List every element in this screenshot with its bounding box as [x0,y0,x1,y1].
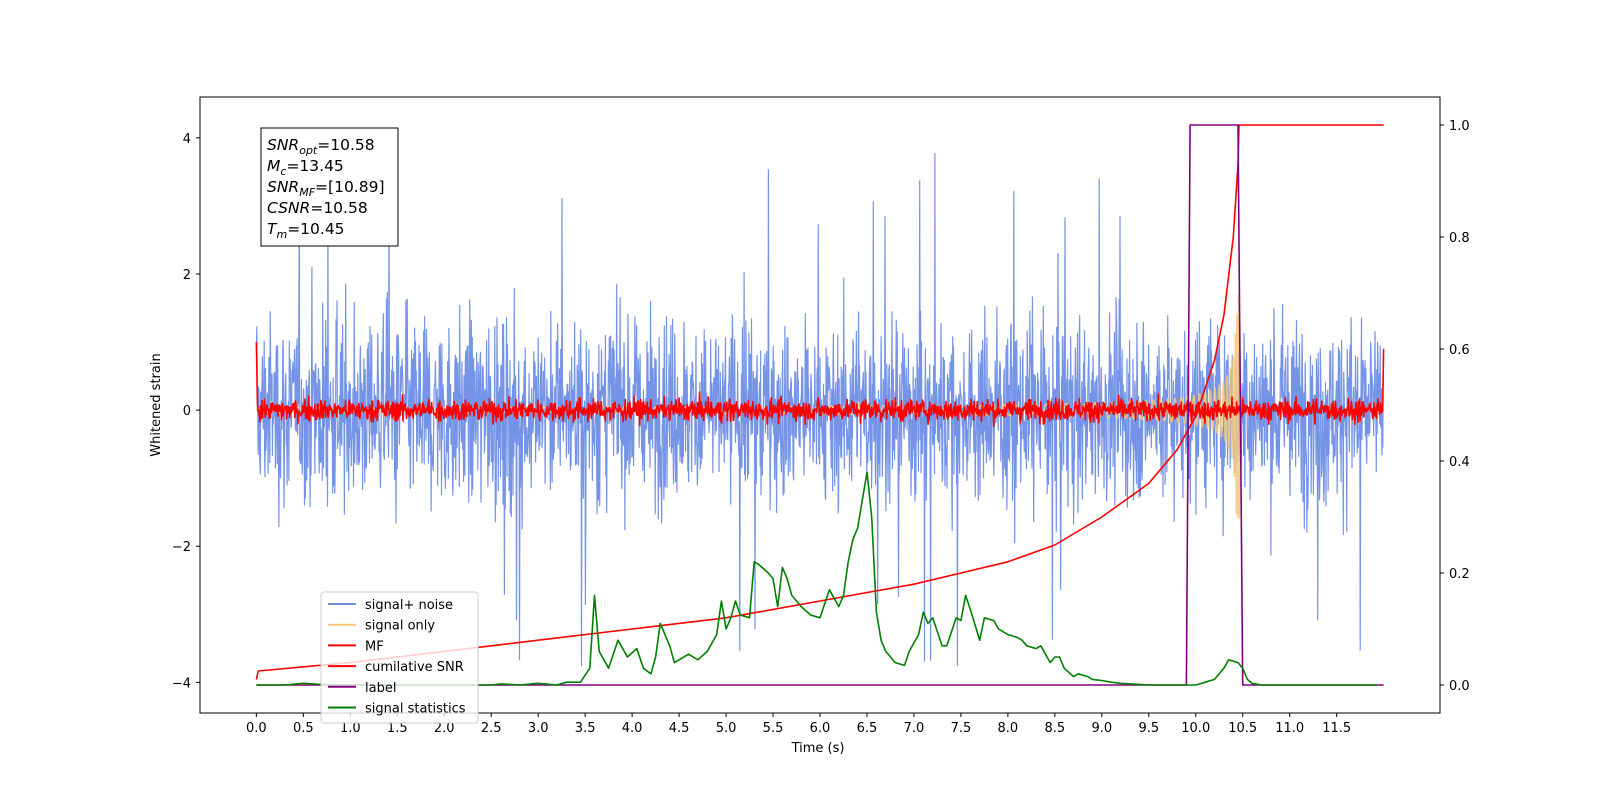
legend-label: cumilative SNR [365,660,464,675]
series-mf [255,341,1385,428]
info-subscript: MF [299,186,315,199]
series-cumilative-snr [255,124,1384,680]
y-left-tick-label: 4 [183,132,191,147]
info-subscript: c [280,165,286,178]
info-value: =13.45 [286,157,343,175]
legend-label: signal+ noise [365,598,453,613]
y-left-tick-label: −2 [172,540,191,555]
info-symbol: SNR [267,136,299,154]
x-tick-label: 5.0 [716,721,737,736]
info-symbol: CSNR [267,199,310,217]
x-tick-label: 9.0 [1091,721,1112,736]
y-right-tick-label: 0.8 [1449,231,1470,246]
x-tick-label: 11.5 [1322,721,1351,736]
x-tick-label: 7.0 [904,721,925,736]
x-tick-label: 6.5 [857,721,878,736]
x-tick-label: 7.5 [951,721,972,736]
info-value: =10.58 [310,199,367,217]
x-tick-label: 0.0 [246,721,267,736]
legend-label: MF [365,639,384,654]
y-right-tick-label: 0.2 [1449,567,1470,582]
info-subscript: m [276,228,287,241]
y-axis-label: Whitened strain [149,353,164,456]
x-tick-label: 9.5 [1138,721,1159,736]
y-right-tick-label: 0.6 [1449,343,1470,358]
x-tick-label: 1.5 [387,721,408,736]
y-right-tick-label: 0.0 [1449,679,1470,694]
x-tick-label: 4.5 [669,721,690,736]
y-left-tick-label: −4 [172,676,191,691]
info-symbol: SNR [267,178,299,196]
legend-label: label [365,681,396,696]
info-box-line: Mc=13.45 [267,157,344,178]
y-left-tick-label: 0 [183,404,191,419]
axes: 0.0 0.5 1.0 1.5 2.0 2.5 3.0 3.5 4.0 4.5 5.0 5.5 6.0 6… [172,119,1470,736]
series-signal-statistics [256,471,1378,686]
legend-label: signal only [365,619,435,634]
info-box-line: Tm=10.45 [267,220,345,241]
y-right-tick-label: 1.0 [1449,119,1470,134]
x-tick-label: 8.5 [1045,721,1066,736]
legend: signal+ noise signal only MF cumilative SNR… [320,591,479,724]
x-tick-label: 2.5 [481,721,502,736]
legend-frame [320,591,479,724]
info-value: =[10.89] [315,178,384,196]
x-tick-label: 10.5 [1228,721,1257,736]
info-value: =10.45 [287,220,344,238]
plot-series [255,124,1385,686]
x-tick-label: 4.0 [622,721,643,736]
x-tick-label: 0.5 [293,721,314,736]
x-tick-label: 3.0 [528,721,549,736]
x-tick-label: 2.0 [434,721,455,736]
x-tick-label: 3.5 [575,721,596,736]
info-box-line: CSNR=10.58 [267,199,368,217]
info-box: SNRopt=10.58Mc=13.45SNRMF=[10.89]CSNR=10… [260,127,399,247]
info-value: =10.58 [317,136,374,154]
x-tick-label: 6.0 [810,721,831,736]
x-tick-label: 8.0 [998,721,1019,736]
y-right-tick-label: 0.4 [1449,455,1470,470]
info-symbol: M [267,157,280,175]
legend-label: signal statistics [365,702,466,717]
x-axis-label: Time (s) [791,741,845,756]
x-tick-label: 5.5 [763,721,784,736]
x-tick-label: 11.0 [1275,721,1304,736]
y-left-tick-label: 2 [183,268,191,283]
series-signal-noise [255,152,1385,666]
x-tick-label: 1.0 [340,721,361,736]
info-box-frame [260,127,399,247]
info-box-line: SNRMF=[10.89] [267,178,385,199]
info-box-line: SNRopt=10.58 [267,136,375,157]
info-symbol: T [267,220,278,238]
info-subscript: opt [299,144,318,157]
x-tick-label: 10.0 [1181,721,1210,736]
